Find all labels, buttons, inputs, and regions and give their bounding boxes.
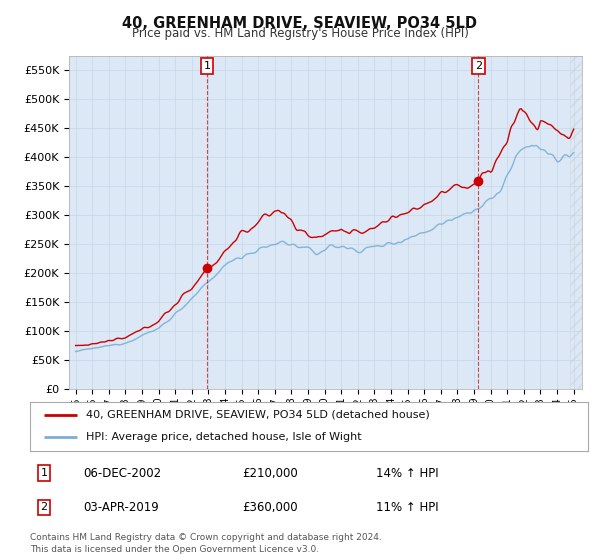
Text: 14% ↑ HPI: 14% ↑ HPI (376, 466, 439, 480)
Text: £360,000: £360,000 (242, 501, 298, 514)
Text: 1: 1 (203, 61, 211, 71)
Text: HPI: Average price, detached house, Isle of Wight: HPI: Average price, detached house, Isle… (86, 432, 361, 442)
Text: 11% ↑ HPI: 11% ↑ HPI (376, 501, 439, 514)
Text: £210,000: £210,000 (242, 466, 298, 480)
Text: 2: 2 (40, 502, 47, 512)
Text: 2: 2 (475, 61, 482, 71)
Text: 40, GREENHAM DRIVE, SEAVIEW, PO34 5LD (detached house): 40, GREENHAM DRIVE, SEAVIEW, PO34 5LD (d… (86, 410, 430, 420)
Text: 1: 1 (40, 468, 47, 478)
Text: 03-APR-2019: 03-APR-2019 (83, 501, 159, 514)
Text: 40, GREENHAM DRIVE, SEAVIEW, PO34 5LD: 40, GREENHAM DRIVE, SEAVIEW, PO34 5LD (122, 16, 478, 31)
Text: Price paid vs. HM Land Registry's House Price Index (HPI): Price paid vs. HM Land Registry's House … (131, 27, 469, 40)
Text: 06-DEC-2002: 06-DEC-2002 (83, 466, 161, 480)
Text: Contains HM Land Registry data © Crown copyright and database right 2024.
This d: Contains HM Land Registry data © Crown c… (30, 533, 382, 554)
